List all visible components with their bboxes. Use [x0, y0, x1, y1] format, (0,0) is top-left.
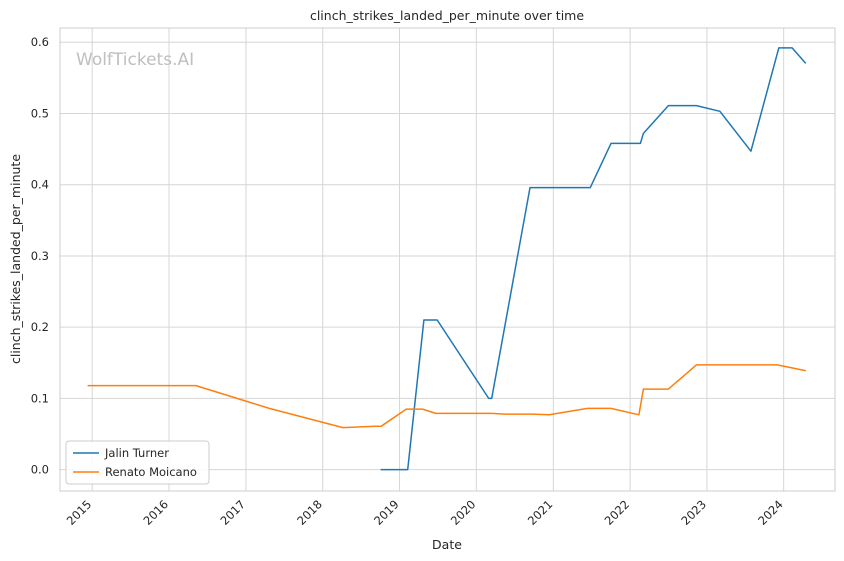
y-tick-label: 0.2: [31, 320, 49, 334]
legend-box: [65, 440, 210, 485]
legend: Jalin Turner Renato Moicano: [65, 440, 210, 485]
x-tick-label: 2019: [371, 497, 402, 528]
series-line-renato-moicano: [87, 364, 807, 429]
y-tick-label: 0.6: [31, 35, 49, 49]
series-line-jalin-turner: [380, 47, 807, 471]
legend-label-renato-moicano: Renato Moicano: [105, 465, 197, 479]
y-tick-label: 0.0: [31, 463, 49, 477]
x-axis-ticks: 2015 2016 2017 2018 2019 2020 2021 2022 2023 2024: [64, 497, 786, 528]
legend-label-jalin-turner: Jalin Turner: [104, 446, 169, 460]
series-lines: [87, 47, 807, 471]
x-tick-label: 2018: [294, 497, 325, 528]
plot-frame: [59, 27, 836, 492]
x-tick-label: 2022: [602, 497, 633, 528]
chart-title: clinch_strikes_landed_per_minute over ti…: [310, 8, 584, 23]
y-tick-label: 0.5: [31, 106, 49, 120]
y-tick-label: 0.3: [31, 249, 49, 263]
y-axis-title: clinch_strikes_landed_per_minute: [8, 154, 23, 364]
watermark: WolfTickets.AI: [76, 50, 194, 70]
x-axis-title: Date: [432, 537, 462, 552]
plot-area-background: [60, 28, 835, 491]
x-tick-label: 2020: [448, 497, 479, 528]
x-tick-label: 2017: [217, 497, 248, 528]
x-tick-label: 2021: [525, 497, 556, 528]
x-tick-label: 2023: [678, 497, 709, 528]
x-tick-label: 2024: [755, 497, 786, 528]
x-tick-label: 2016: [140, 497, 171, 528]
y-tick-label: 0.4: [31, 178, 49, 192]
y-axis-ticks: 0.0 0.1 0.2 0.3 0.4 0.5 0.6: [31, 35, 49, 476]
y-tick-label: 0.1: [31, 391, 49, 405]
x-tick-label: 2015: [64, 497, 95, 528]
